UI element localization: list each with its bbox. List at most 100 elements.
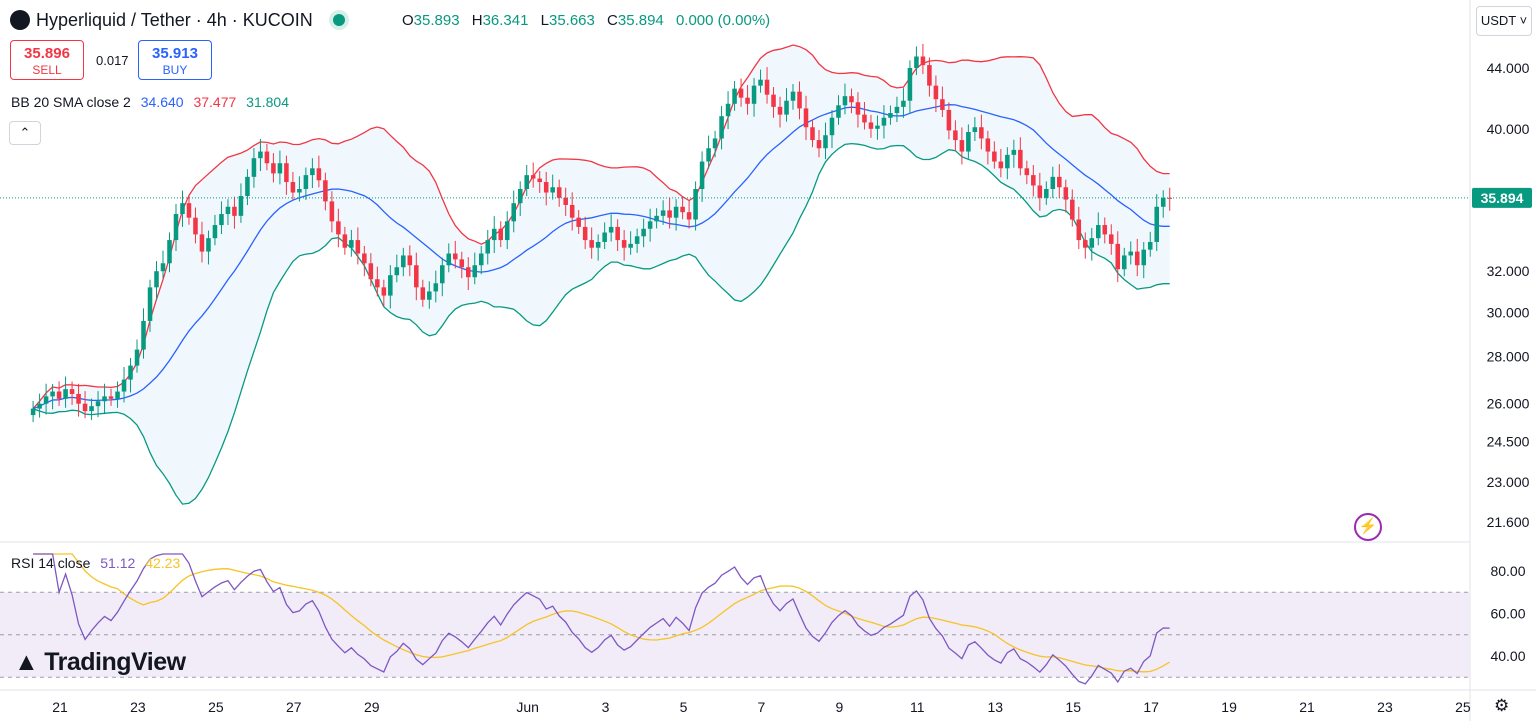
low-value: 35.663 — [548, 12, 595, 29]
candle-body — [251, 158, 257, 177]
time-tick-label: 23 — [130, 699, 146, 715]
candle-body — [745, 97, 750, 104]
candle-body — [336, 221, 341, 235]
candle-body — [368, 263, 374, 280]
candle-body — [829, 117, 835, 136]
time-tick-label: 27 — [286, 699, 302, 715]
candle-body — [790, 91, 796, 101]
bb-legend[interactable]: BB 20 SMA close 2 34.640 37.477 31.804 — [11, 94, 289, 110]
candle-body — [232, 206, 237, 216]
candle-body — [1076, 219, 1082, 241]
last-price-badge — [1472, 187, 1532, 208]
candle-body — [394, 267, 400, 276]
candle-body — [1167, 197, 1172, 199]
bb-lower-line — [32, 142, 1170, 505]
candle-body — [569, 204, 575, 218]
candle-body — [134, 349, 140, 366]
candle-body — [102, 396, 107, 402]
candle-body — [414, 265, 419, 288]
spread-value: 0.017 — [96, 53, 129, 68]
rsi-label: RSI 14 close — [11, 555, 91, 571]
candle-body — [1141, 249, 1147, 266]
candle-body — [310, 168, 315, 176]
candle-body — [284, 163, 289, 183]
candle-body — [680, 206, 685, 213]
candle-body — [329, 201, 335, 222]
candle-body — [1147, 241, 1153, 250]
candle-body — [225, 206, 231, 215]
bb-upper-value: 37.477 — [193, 94, 237, 110]
candle-body — [1154, 206, 1160, 242]
candle-body — [433, 283, 439, 292]
candle-body — [550, 187, 555, 193]
time-tick-label: 29 — [364, 699, 380, 715]
collapse-legend-button[interactable]: ⌃ — [9, 121, 41, 145]
watermark-text: TradingView — [44, 648, 186, 676]
buy-button[interactable]: 35.913 BUY — [138, 40, 212, 80]
candle-body — [862, 114, 867, 123]
candle-body — [1018, 149, 1023, 169]
candle-body — [465, 267, 471, 278]
price-tick-label: 32.000 — [1487, 263, 1530, 279]
time-tick-label: 9 — [835, 699, 843, 715]
candle-body — [998, 161, 1004, 169]
time-tick-label: 7 — [758, 699, 766, 715]
rsi-tick-label: 40.00 — [1490, 648, 1525, 664]
candle-body — [849, 96, 854, 103]
high-value: 36.341 — [482, 12, 529, 29]
price-tick-label: 21.600 — [1487, 514, 1530, 530]
currency-selector[interactable]: USDT ˅ — [1476, 6, 1532, 36]
candle-body — [303, 175, 309, 189]
candle-body — [517, 188, 523, 204]
candle-body — [758, 79, 763, 86]
candle-body — [563, 197, 568, 205]
rsi-ma-line — [33, 553, 1171, 673]
candle-body — [277, 163, 283, 174]
rsi-tick-label: 60.00 — [1490, 606, 1525, 622]
candle-body — [901, 100, 906, 107]
sell-button[interactable]: 35.896 SELL — [10, 40, 84, 80]
candle-body — [615, 226, 620, 241]
market-status-icon — [332, 14, 345, 26]
candle-body — [602, 232, 607, 242]
candle-body — [972, 127, 978, 133]
candle-body — [452, 253, 458, 260]
candle-body — [803, 108, 809, 128]
candle-body — [245, 176, 250, 197]
candle-body — [1070, 199, 1075, 220]
candle-body — [784, 100, 789, 115]
candle-body — [966, 132, 971, 152]
candle-body — [810, 127, 815, 141]
candle-body — [1108, 234, 1114, 244]
candle-body — [63, 389, 68, 399]
candle-body — [173, 214, 179, 241]
gear-icon[interactable]: ⚙ — [1494, 696, 1510, 715]
candle-body — [199, 234, 205, 252]
candle-body — [1096, 225, 1101, 239]
candle-body — [667, 210, 672, 218]
rsi-tick-label: 80.00 — [1490, 563, 1525, 579]
candle-body — [290, 182, 296, 193]
bb-basis-line — [32, 104, 1170, 410]
symbol-header[interactable]: Hyperliquid / Tether · 4h · KUCOIN — [10, 8, 345, 32]
candle-body — [816, 140, 822, 149]
rsi-legend[interactable]: RSI 14 close 51.12 42.23 — [11, 555, 180, 571]
close-value: 35.894 — [617, 12, 664, 29]
candle-body — [1037, 185, 1043, 198]
candle-body — [37, 403, 42, 409]
candle-body — [1083, 240, 1088, 248]
candle-body — [50, 391, 55, 397]
candle-body — [121, 379, 127, 392]
candle-body — [440, 265, 445, 284]
candle-body — [1031, 175, 1036, 186]
rsi-ma-value: 42.23 — [145, 555, 181, 571]
candle-body — [576, 217, 581, 227]
candle-body — [1057, 176, 1062, 188]
price-tick-label: 26.000 — [1487, 396, 1530, 412]
time-tick-label: 13 — [987, 699, 1003, 715]
lightning-icon[interactable]: ⚡ — [1354, 513, 1382, 541]
candle-body — [647, 221, 653, 229]
candle-body — [141, 320, 146, 350]
candle-body — [108, 396, 114, 399]
